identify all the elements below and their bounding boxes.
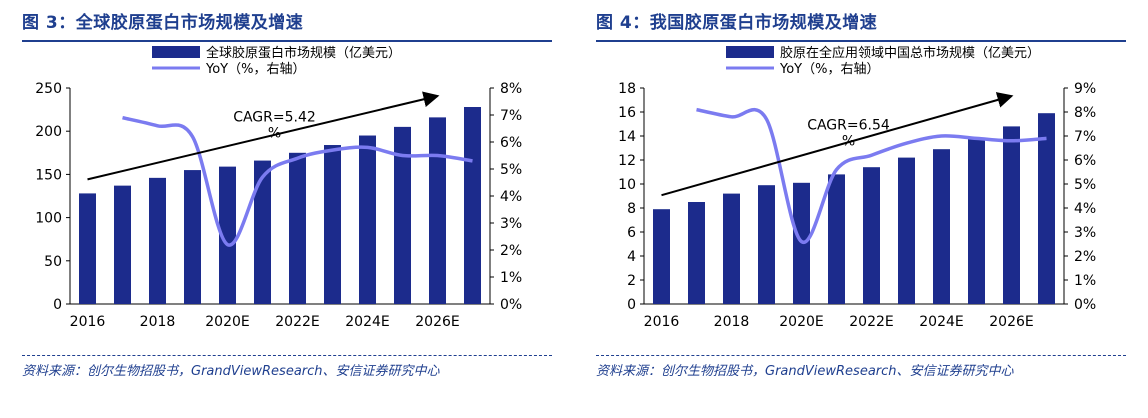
y-right-tick-label: 5% [500, 162, 522, 178]
figure-4-panel: 图 4：我国胶原蛋白市场规模及增速 胶原在全应用领域中国总市场规模（亿美元） Yo… [574, 0, 1134, 418]
x-tick-label: 2024E [919, 314, 963, 330]
y-right-tick-label: 6% [1074, 153, 1096, 169]
y-right-tick-label: 8% [500, 81, 522, 97]
x-tick-label: 2024E [345, 314, 389, 330]
y-left-tick-label: 0 [627, 297, 636, 313]
y-left-tick-label: 10 [618, 177, 636, 193]
source-note: 资料来源：创尔生物招股书，GrandViewResearch、安信证券研究中心 [596, 364, 1014, 379]
legend: 全球胶原蛋白市场规模（亿美元）YoY（%，右轴） [152, 45, 401, 77]
legend-bar-swatch [152, 46, 200, 58]
chart-global-collagen-market: 全球胶原蛋白市场规模（亿美元）YoY（%，右轴） 0 50 100 150 200 250 0… [35, 45, 522, 330]
bar [898, 157, 915, 304]
x-tick-label: 2016 [644, 314, 680, 330]
legend-bar-label: 胶原在全应用领域中国总市场规模（亿美元） [780, 45, 1040, 61]
y-left-tick-label: 4 [627, 249, 636, 265]
y-right-tick-label: 3% [500, 216, 522, 232]
y-right-tick-label: 7% [1074, 129, 1096, 145]
y-right-tick-label: 0% [500, 297, 522, 313]
bar [1003, 126, 1020, 305]
y-left-tick-label: 50 [44, 254, 62, 270]
legend-line-label: YoY（%，右轴） [779, 62, 879, 77]
legend-bar-label: 全球胶原蛋白市场规模（亿美元） [206, 45, 401, 61]
bar [933, 149, 950, 304]
y-left-tick-label: 18 [618, 81, 636, 97]
source-note: 资料来源：创尔生物招股书，GrandViewResearch、安信证券研究中心 [22, 364, 440, 379]
chart-china-collagen-market: 胶原在全应用领域中国总市场规模（亿美元）YoY（%，右轴） 0 2 4 6 8 10 12 14… [618, 45, 1096, 330]
x-tick-label: 2018 [714, 314, 750, 330]
cagr-annotation-suffix: % [842, 134, 855, 150]
y-right-tick-label: 2% [1074, 249, 1096, 265]
title-divider [22, 40, 552, 42]
bar [219, 166, 236, 304]
y-left-tick-label: 250 [35, 81, 62, 97]
y-left-tick-label: 6 [627, 225, 636, 241]
cagr-annotation: CAGR=6.54 [807, 118, 890, 134]
x-tick-label: 2020E [779, 314, 823, 330]
legend: 胶原在全应用领域中国总市场规模（亿美元）YoY（%，右轴） [726, 45, 1040, 77]
bar [289, 152, 306, 304]
bar [324, 145, 341, 304]
x-tick-label: 2026E [415, 314, 459, 330]
figure-3-panel: 图 3：全球胶原蛋白市场规模及增速 全球胶原蛋白市场规模（亿美元） YoY（%，右… [0, 0, 560, 418]
figure-title: 图 3：全球胶原蛋白市场规模及增速 [22, 13, 304, 33]
bar [429, 117, 446, 304]
bar [828, 174, 845, 304]
bar [464, 107, 481, 305]
y-right-tick-label: 3% [1074, 225, 1096, 241]
bar [968, 138, 985, 304]
bar [79, 193, 96, 304]
x-tick-label: 2020E [205, 314, 249, 330]
y-left-tick-label: 12 [618, 153, 636, 169]
y-left-tick-label: 8 [627, 201, 636, 217]
cagr-arrow [87, 91, 440, 181]
source-divider [22, 355, 552, 356]
y-right-tick-label: 8% [1074, 105, 1096, 121]
y-right-tick-label: 0% [1074, 297, 1096, 313]
legend-line-label: YoY（%，右轴） [205, 62, 305, 77]
y-right-tick-label: 7% [500, 108, 522, 124]
bar [723, 193, 740, 304]
source-divider [596, 355, 1126, 356]
x-tick-label: 2022E [275, 314, 319, 330]
bar [863, 167, 880, 304]
bar [1038, 113, 1055, 304]
bar [758, 185, 775, 304]
x-tick-label: 2026E [989, 314, 1033, 330]
y-left-tick-label: 200 [35, 124, 62, 140]
x-tick-label: 2018 [140, 314, 176, 330]
y-right-tick-label: 5% [1074, 177, 1096, 193]
y-right-tick-label: 1% [500, 270, 522, 286]
bar [149, 177, 166, 304]
y-right-tick-label: 4% [1074, 201, 1096, 217]
x-tick-label: 2022E [849, 314, 893, 330]
y-left-tick-label: 14 [618, 129, 636, 145]
y-right-tick-label: 2% [500, 243, 522, 259]
yoy-line [122, 115, 473, 247]
bar [184, 170, 201, 304]
y-left-tick-label: 0 [53, 297, 62, 313]
x-tick-label: 2016 [70, 314, 106, 330]
bar [254, 160, 271, 304]
y-right-tick-label: 1% [1074, 273, 1096, 289]
legend-bar-swatch [726, 46, 774, 58]
title-divider [596, 40, 1126, 42]
y-right-tick-label: 9% [1074, 81, 1096, 97]
y-left-tick-label: 100 [35, 211, 62, 227]
bar [359, 135, 376, 304]
bar [394, 126, 411, 304]
bar [114, 185, 131, 304]
y-left-tick-label: 2 [627, 273, 636, 289]
cagr-annotation: CAGR=5.42 [233, 110, 316, 126]
y-right-tick-label: 6% [500, 135, 522, 151]
figure-title: 图 4：我国胶原蛋白市场规模及增速 [596, 13, 878, 33]
bar [688, 202, 705, 304]
yoy-line [696, 107, 1047, 244]
y-left-tick-label: 150 [35, 167, 62, 183]
cagr-arrow [661, 92, 1014, 197]
y-left-tick-label: 16 [618, 105, 636, 121]
bar [653, 209, 670, 304]
y-right-tick-label: 4% [500, 189, 522, 205]
cagr-annotation-suffix: % [268, 126, 281, 142]
